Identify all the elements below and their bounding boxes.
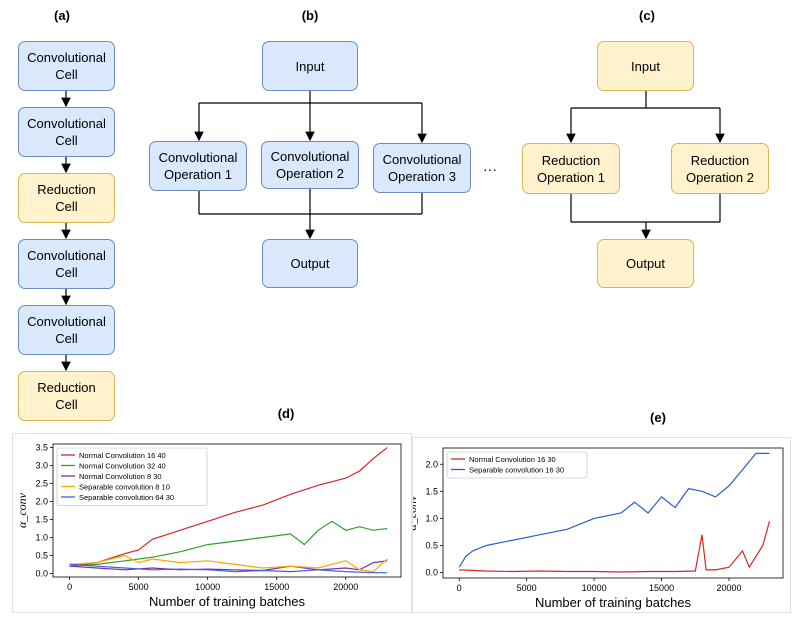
x-tick-label: 5000 — [517, 583, 537, 593]
y-tick-label: 1.0 — [35, 532, 48, 542]
series-line — [69, 447, 388, 567]
y-tick-label: 0.0 — [425, 568, 438, 578]
series-line — [69, 554, 388, 573]
x-axis-label: Number of training batches — [535, 595, 692, 610]
x-tick-label: 0 — [67, 582, 72, 592]
x-tick-label: 5000 — [129, 582, 149, 592]
series-line — [459, 520, 771, 573]
chart-e-plot: 0 5000 10000 15000 20000 0.0 0.5 1.0 1.5 2.0 Numbe… — [413, 447, 784, 610]
y-tick-label: 2.5 — [35, 479, 48, 489]
chart-d-plot: 0 5000 10000 15000 20000 0.0 0.5 1.0 1.5 2.0 2.5 3.… — [15, 443, 402, 609]
y-tick-label: 2.0 — [425, 459, 438, 469]
series-line — [69, 563, 388, 574]
cell-convolutional-1: Convolutional Cell — [18, 41, 115, 91]
x-tick-label: 10000 — [582, 583, 607, 593]
y-axis-label: α_conv — [413, 495, 419, 531]
y-tick-label: 0.5 — [35, 550, 48, 560]
cell-convolutional-2: Convolutional Cell — [18, 107, 115, 157]
conv-operation-2: Convolutional Operation 2 — [261, 141, 359, 189]
series-line — [69, 560, 388, 572]
y-tick-label: 1.5 — [35, 514, 48, 524]
x-tick-label: 20000 — [717, 583, 742, 593]
legend-entry: Separable convolution 16 30 — [469, 466, 564, 475]
conv-operation-1: Convolutional Operation 1 — [149, 141, 247, 191]
reduction-input-node: Input — [597, 41, 694, 91]
panel-label-b: (b) — [301, 8, 319, 23]
x-tick-label: 10000 — [195, 582, 220, 592]
y-tick-label: 1.0 — [425, 513, 438, 523]
reduction-operation-1: Reduction Operation 1 — [522, 143, 620, 194]
y-axis-label: α_conv — [15, 492, 29, 528]
y-tick-label: 2.0 — [35, 497, 48, 507]
cell-convolutional-3: Convolutional Cell — [18, 239, 115, 289]
y-tick-label: 1.5 — [425, 486, 438, 496]
panel-label-d: (d) — [277, 406, 295, 421]
y-tick-label: 3.5 — [35, 443, 48, 453]
diagram-connectors — [61, 90, 725, 372]
x-tick-label: 0 — [457, 583, 462, 593]
y-tick-label: 0.5 — [425, 541, 438, 551]
conv-operation-3: Convolutional Operation 3 — [373, 143, 471, 193]
cell-reduction-1: Reduction Cell — [18, 173, 115, 223]
legend-box — [446, 451, 588, 479]
legend-entry: Separable convolution 8 10 — [79, 483, 170, 492]
more-operations-ellipsis: ··· — [483, 161, 497, 177]
plot-frame — [52, 443, 402, 578]
y-tick-label: 0.0 — [35, 568, 48, 578]
legend-box — [56, 447, 208, 506]
legend-entry: Separable convolution 64 30 — [79, 493, 174, 502]
panel-label-a: (a) — [54, 8, 70, 23]
conv-input-node: Input — [262, 41, 358, 91]
x-tick-label: 15000 — [264, 582, 289, 592]
legend-entry: Normal Convolution 16 30 — [469, 455, 556, 464]
x-axis-label: Number of training batches — [149, 594, 306, 609]
reduction-output-node: Output — [597, 239, 694, 288]
plot-frame — [442, 447, 784, 579]
x-tick-label: 20000 — [333, 582, 358, 592]
series-line — [69, 520, 388, 567]
series-line — [458, 452, 770, 568]
chart-d: 0 5000 10000 15000 20000 0.0 0.5 1.0 1.5 2.0 2.5 3.… — [12, 433, 412, 613]
y-tick-label: 3.0 — [35, 461, 48, 471]
chart-e: 0 5000 10000 15000 20000 0.0 0.5 1.0 1.5 2.0 Numbe… — [412, 437, 791, 613]
panel-label-c: (c) — [639, 8, 655, 23]
conv-output-node: Output — [262, 239, 358, 288]
cell-convolutional-4: Convolutional Cell — [18, 305, 115, 355]
legend-entry: Normal Convolution 32 40 — [79, 462, 166, 471]
panel-label-e: (e) — [650, 410, 666, 425]
x-tick-label: 15000 — [649, 583, 674, 593]
legend-entry: Normal Convolution 8 30 — [79, 472, 162, 481]
legend-entry: Normal Convolution 16 40 — [79, 451, 166, 460]
cell-reduction-2: Reduction Cell — [18, 371, 115, 421]
reduction-operation-2: Reduction Operation 2 — [671, 143, 769, 194]
